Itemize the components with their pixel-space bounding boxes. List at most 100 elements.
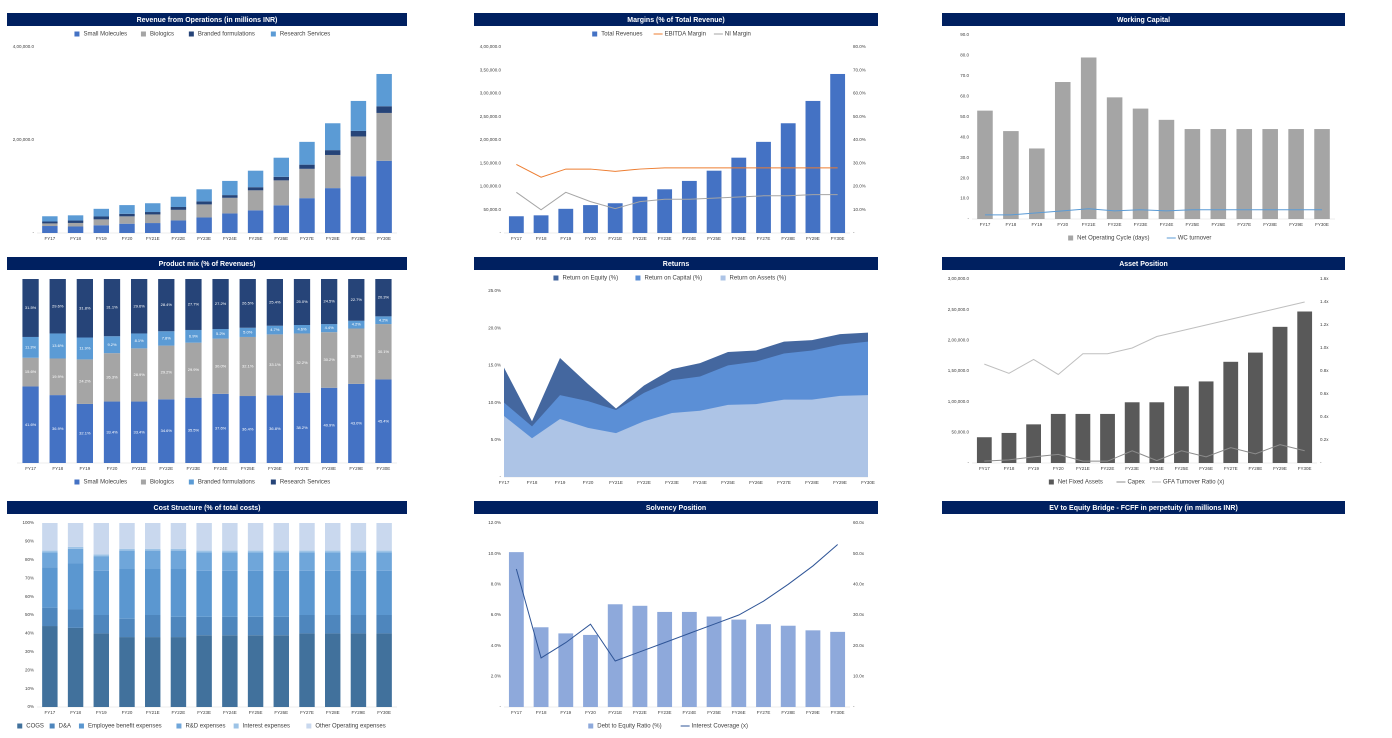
x-tick-label: FY21E — [608, 710, 622, 715]
bar — [1149, 402, 1165, 463]
bar — [93, 523, 109, 555]
legend-label: Other Operating expenses — [315, 724, 385, 730]
bar — [350, 523, 367, 551]
value-label: 7.8% — [162, 335, 172, 340]
bar — [376, 160, 392, 233]
value-label: 8.1% — [135, 338, 145, 343]
x-tick-label: FY25E — [707, 236, 721, 241]
bar — [119, 523, 135, 549]
x-tick-label: FY27E — [300, 236, 314, 241]
tick-label: 3,00,000.0 — [948, 276, 970, 281]
bar — [348, 320, 365, 329]
bar — [1050, 413, 1066, 463]
x-tick-label: FY30E — [377, 710, 391, 715]
bar — [196, 552, 212, 571]
tick-label: 5.0% — [491, 437, 501, 442]
bar — [325, 552, 341, 571]
bar — [293, 333, 311, 393]
x-tick-label: FY28E — [1249, 466, 1263, 471]
x-tick-label: FY17 — [979, 466, 990, 471]
x-tick-label: FY19 — [560, 236, 571, 241]
value-label: 13.6% — [52, 343, 64, 348]
value-label: 29.6% — [52, 303, 64, 308]
value-label: 26.3% — [106, 374, 118, 379]
chart-title: Solvency Position — [646, 505, 706, 512]
bar — [376, 523, 392, 551]
bar — [119, 205, 135, 214]
legend-swatch — [49, 723, 55, 729]
bar — [376, 552, 392, 571]
x-tick-label: FY26E — [274, 710, 288, 715]
tick-label: 2,50,000.0 — [948, 307, 970, 312]
bar — [780, 123, 796, 233]
tick-label: 1.0x — [1320, 345, 1329, 350]
line — [984, 208, 1323, 216]
bar — [119, 618, 135, 638]
bar — [681, 180, 697, 233]
x-tick-label: FY22E — [633, 236, 647, 241]
bar — [1132, 108, 1149, 219]
bar — [247, 550, 264, 553]
x-tick-label: FY21E — [1076, 466, 1090, 471]
bar — [247, 210, 264, 233]
value-label: 36.4% — [242, 427, 254, 432]
bar — [266, 279, 283, 326]
tick-label: 60% — [25, 594, 34, 599]
line — [516, 191, 838, 211]
bar — [196, 189, 212, 202]
bar — [119, 548, 135, 551]
tick-label: 50.0 — [960, 114, 969, 119]
legend-swatch — [140, 479, 146, 485]
x-tick-label: FY20 — [122, 236, 133, 241]
x-tick-label: FY18 — [70, 236, 81, 241]
bar — [977, 110, 993, 219]
x-tick-label: FY26E — [732, 710, 746, 715]
x-tick-label: FY19 — [1028, 466, 1039, 471]
value-label: 32.1% — [79, 431, 91, 436]
value-label: 4.4% — [325, 325, 335, 330]
tick-label: 30% — [25, 649, 34, 654]
bar — [350, 550, 367, 553]
bar — [158, 399, 175, 463]
bar — [1184, 129, 1201, 219]
title-bar — [474, 501, 878, 514]
bar — [170, 220, 187, 233]
bar — [976, 437, 992, 463]
bar — [93, 554, 109, 557]
bar — [273, 616, 289, 636]
bar — [805, 100, 821, 233]
bar — [1106, 97, 1123, 219]
title-bar — [7, 13, 407, 26]
bar — [299, 615, 315, 634]
tick-label: 70% — [25, 575, 34, 580]
bar — [67, 627, 84, 707]
value-label: 11.9% — [79, 346, 90, 351]
bar — [145, 637, 161, 707]
tick-label: - — [33, 230, 35, 235]
bar — [632, 605, 648, 707]
x-tick-label: FY29E — [349, 466, 363, 471]
x-tick-label: FY19 — [96, 710, 107, 715]
value-label: 30.1% — [351, 353, 363, 358]
bar — [1236, 129, 1253, 219]
value-label: 36.8% — [269, 426, 281, 431]
title-bar — [7, 257, 407, 270]
value-label: 4.2% — [352, 322, 362, 327]
bar — [42, 216, 58, 222]
bar — [299, 141, 315, 165]
bar — [508, 216, 524, 233]
bar — [247, 616, 264, 636]
value-label: 43.0% — [351, 421, 363, 426]
x-tick-label: FY27E — [757, 710, 771, 715]
bar — [222, 616, 238, 636]
bar — [583, 205, 598, 233]
tick-label: - — [968, 216, 970, 221]
bar — [293, 325, 311, 334]
bar — [103, 279, 121, 337]
bar — [293, 392, 311, 463]
value-label: 5.0% — [243, 329, 253, 334]
bar — [350, 615, 367, 634]
bar — [321, 279, 338, 325]
title-bar — [474, 13, 878, 26]
legend-label: Net Operating Cycle (days) — [1077, 236, 1149, 242]
